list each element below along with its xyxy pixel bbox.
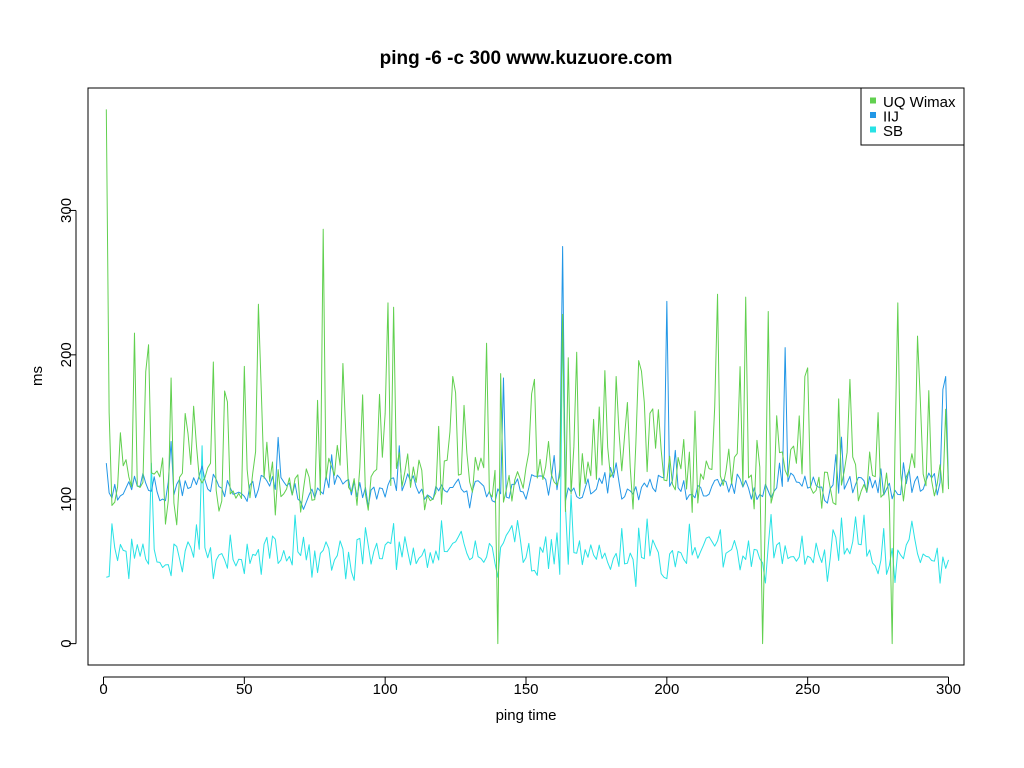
legend-color-swatch [870,126,876,133]
legend-box [860,87,965,146]
chart-title: ping -6 -c 300 www.kuzuore.com [380,48,673,69]
series-line-iij [105,246,950,510]
legend-color-swatch [870,112,876,118]
plot-frame-layer [87,87,965,666]
legend-entry: IIJ [883,109,899,126]
legend-entry: SB [883,123,903,140]
y-tick-label: 0 [58,639,75,647]
x-tick-label: 300 [936,681,961,698]
series-line-sb [106,318,949,587]
x-tick-label: 100 [373,681,398,698]
y-tick-label: 100 [58,487,75,512]
plot-border [87,87,965,666]
x-tick-label: 50 [236,681,253,698]
series-line-uq-wimax [105,109,950,645]
x-tick-label: 150 [513,681,538,698]
axis-layer: 0 50 100 150 200 250 300 0 100 200 300 [58,198,961,698]
x-tick-label: 250 [795,681,820,698]
x-tick-label: 200 [654,681,679,698]
series-layer [105,109,950,645]
y-tick-label: 200 [58,342,75,367]
legend-entry: UQ Wimax [883,94,956,111]
legend-color-swatch [870,97,876,104]
y-tick-label: 300 [58,198,75,223]
y-axis-label: ms [29,366,46,386]
x-axis-label: ping time [496,707,557,724]
x-tick-label: 0 [99,681,107,698]
